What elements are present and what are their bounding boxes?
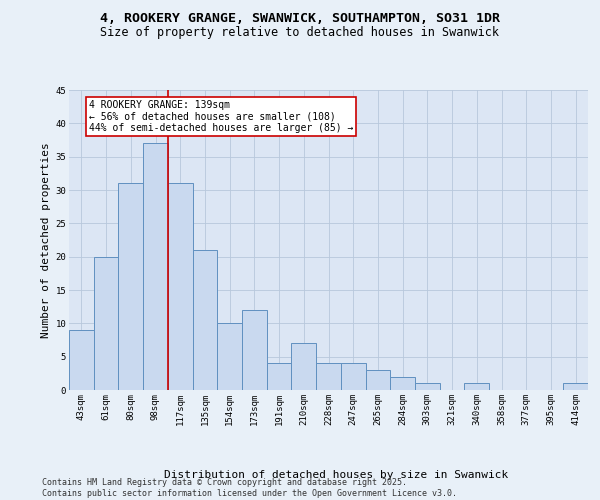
Text: Size of property relative to detached houses in Swanwick: Size of property relative to detached ho…: [101, 26, 499, 39]
Y-axis label: Number of detached properties: Number of detached properties: [41, 142, 52, 338]
Bar: [365, 370, 390, 390]
Bar: [94, 256, 118, 390]
Bar: [563, 384, 588, 390]
Bar: [217, 324, 242, 390]
Bar: [415, 384, 440, 390]
Bar: [168, 184, 193, 390]
Bar: [118, 184, 143, 390]
Bar: [316, 364, 341, 390]
Text: 4, ROOKERY GRANGE, SWANWICK, SOUTHAMPTON, SO31 1DR: 4, ROOKERY GRANGE, SWANWICK, SOUTHAMPTON…: [100, 12, 500, 26]
Bar: [242, 310, 267, 390]
Bar: [143, 144, 168, 390]
Bar: [267, 364, 292, 390]
Bar: [341, 364, 365, 390]
Text: Contains HM Land Registry data © Crown copyright and database right 2025.
Contai: Contains HM Land Registry data © Crown c…: [42, 478, 457, 498]
Bar: [464, 384, 489, 390]
Bar: [193, 250, 217, 390]
Text: Distribution of detached houses by size in Swanwick: Distribution of detached houses by size …: [164, 470, 508, 480]
Bar: [390, 376, 415, 390]
Bar: [292, 344, 316, 390]
Text: 4 ROOKERY GRANGE: 139sqm
← 56% of detached houses are smaller (108)
44% of semi-: 4 ROOKERY GRANGE: 139sqm ← 56% of detach…: [89, 100, 353, 133]
Bar: [69, 330, 94, 390]
